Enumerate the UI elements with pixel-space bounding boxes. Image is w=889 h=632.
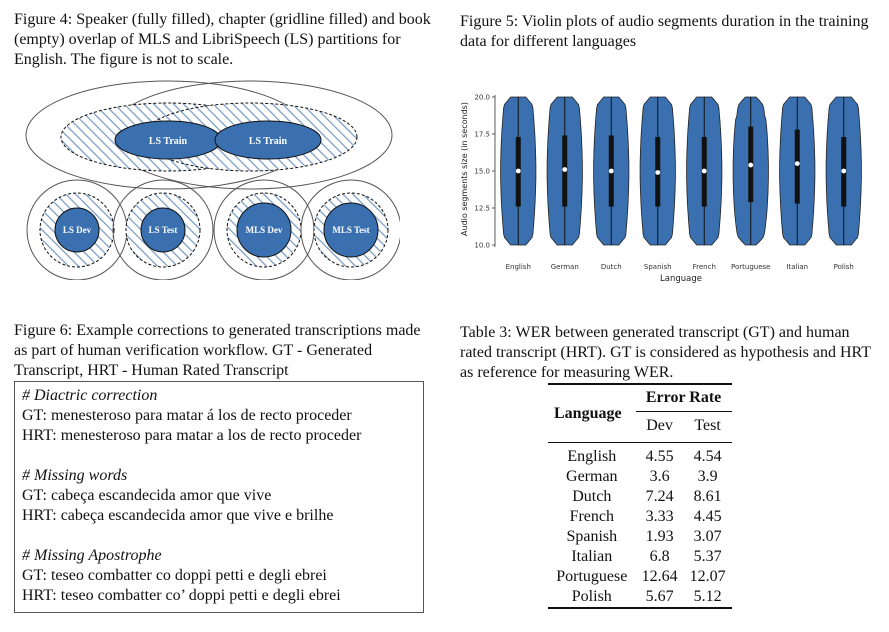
cell-test: 5.37	[693, 548, 722, 565]
cell-lang: Italian	[571, 548, 613, 565]
y-tick-label: 17.5	[474, 131, 490, 139]
table-row: German 3.6 3.9	[548, 467, 732, 487]
y-tick-label: 15.0	[474, 168, 490, 176]
hrt-line: HRT: menesteroso para matar a los de rec…	[22, 427, 362, 444]
cell-lang: English	[567, 448, 617, 465]
ls-test-label: LS Test	[149, 225, 178, 235]
y-tick-label: 12.5	[474, 205, 490, 213]
y-tick-label: 10.0	[474, 242, 490, 250]
y-tick-label: 20.0	[474, 94, 490, 102]
table-row: Polish 5.67 5.12	[548, 587, 732, 608]
col-error-rate: Error Rate	[635, 384, 732, 412]
cell-dev: 6.8	[649, 548, 670, 565]
table-row: Italian 6.8 5.37	[548, 547, 732, 567]
mls-dev-label: MLS Dev	[246, 225, 283, 235]
figure4-caption: Figure 4: Speaker (fully filled), chapte…	[14, 11, 431, 68]
overlap-diagram: LS Train LS Train LS Dev LS Test MLS Dev…	[25, 80, 400, 280]
group-header: # Missing Apostrophe	[22, 547, 162, 564]
x-tick-label: Polish	[834, 263, 854, 271]
gt-line: GT: cabeça escandecida amor que vive	[22, 487, 272, 504]
x-axis-label: Language	[660, 274, 702, 284]
cell-test: 4.45	[693, 508, 722, 525]
violin-median	[841, 168, 847, 174]
cell-dev: 7.24	[645, 488, 674, 505]
cell-dev: 3.6	[649, 468, 670, 485]
col-dev: Dev	[646, 417, 673, 434]
mls-train-speaker	[214, 120, 322, 160]
col-test: Test	[694, 417, 721, 434]
x-tick-label: Spanish	[644, 263, 672, 271]
cell-test: 5.12	[693, 588, 722, 605]
corrections-box: # Diactric correction GT: menesteroso pa…	[14, 381, 424, 613]
violin-median	[794, 161, 800, 166]
table-row: Portuguese 12.64 12.07	[548, 567, 732, 587]
table-row: French 3.33 4.45	[548, 507, 732, 527]
ls-dev-label: LS Dev	[63, 225, 92, 235]
violin-chart: 10.0 12.5 15.0 17.5 20.0 English German Dutch Sp…	[460, 94, 862, 284]
violin-median	[515, 168, 521, 174]
cell-dev: 4.55	[645, 448, 674, 465]
violin-median	[562, 167, 568, 172]
col-language: Language	[554, 404, 622, 422]
cell-dev: 5.67	[645, 588, 674, 605]
x-tick-label: Portuguese	[731, 263, 770, 271]
violin-median	[701, 168, 707, 174]
table-row: Spanish 1.93 3.07	[548, 527, 732, 547]
table3-caption: Table 3: WER between generated transcrip…	[460, 324, 871, 381]
x-tick-label: Italian	[786, 263, 808, 271]
ls-test-group: LS Test	[112, 179, 214, 280]
y-axis-label: Audio segments size (in seconds)	[460, 102, 469, 236]
wer-body: English 4.55 4.54 German 3.6 3.9 Dutch 7.24 8.61…	[548, 442, 732, 608]
table-row: Dutch 7.24 8.61	[548, 487, 732, 507]
x-tick-label: French	[693, 263, 716, 271]
cell-lang: Spanish	[566, 528, 618, 545]
cell-dev: 3.33	[645, 508, 674, 525]
cell-lang: Portuguese	[556, 568, 628, 585]
cell-test: 12.07	[689, 568, 726, 585]
violin-median	[608, 168, 614, 174]
mls-test-group: MLS Test	[300, 179, 400, 280]
cell-dev: 1.93	[645, 528, 674, 545]
violin-iqr	[794, 129, 800, 204]
gt-line: GT: teseo combatter co doppi petti e deg…	[22, 567, 327, 584]
group-header: # Diactric correction	[22, 387, 158, 404]
cell-lang: French	[569, 508, 614, 525]
cell-test: 3.07	[693, 528, 722, 545]
cell-test: 8.61	[693, 488, 722, 505]
cell-lang: German	[566, 468, 618, 485]
plot-area: 10.0 12.5 15.0 17.5 20.0 English German Dutch Sp…	[474, 94, 862, 271]
cell-test: 3.9	[697, 468, 718, 485]
group-header: # Missing words	[22, 467, 128, 484]
violin-median	[748, 162, 754, 168]
mls-dev-group: MLS Dev	[213, 179, 315, 280]
cell-test: 4.54	[693, 448, 722, 465]
cell-lang: Dutch	[572, 488, 612, 505]
x-tick-label: Dutch	[601, 263, 622, 271]
mls-test-label: MLS Test	[332, 225, 369, 235]
cell-lang: Polish	[571, 588, 612, 605]
x-tick-label: German	[551, 263, 579, 271]
hrt-line: HRT: teseo combatter co’ doppi petti e d…	[22, 587, 341, 604]
ls-train-label: LS Train	[149, 136, 188, 147]
hrt-line: HRT: cabeça escandecida amor que vive e …	[22, 507, 334, 524]
table-row: English 4.55 4.54	[548, 443, 732, 468]
ls-dev-group: LS Dev	[26, 179, 128, 280]
cell-dev: 12.64	[641, 568, 678, 585]
figure6-caption: Figure 6: Example corrections to generat…	[14, 322, 421, 379]
violin-median	[655, 170, 661, 175]
mls-train-label: LS Train	[249, 136, 288, 147]
gt-line: GT: menesteroso para matar á los de rect…	[22, 407, 352, 424]
figure5-caption: Figure 5: Violin plots of audio segments…	[460, 13, 869, 50]
wer-table: Language Error Rate Dev Test English 4.55…	[548, 383, 732, 609]
x-tick-label: English	[506, 263, 531, 271]
